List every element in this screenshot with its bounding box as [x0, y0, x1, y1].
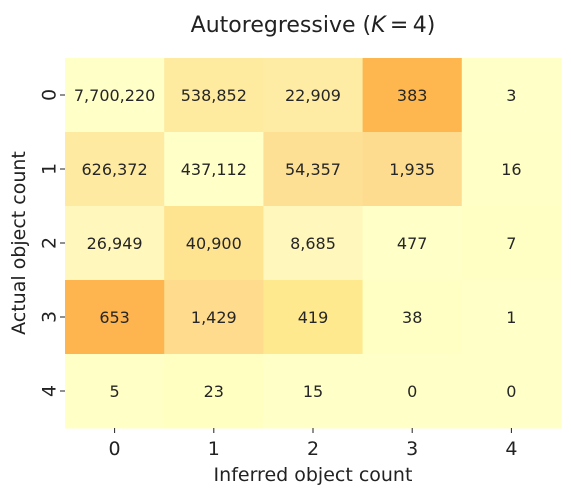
heatmap-cells: 7,700,220 538,852 22,909 383 3 626,372 437,112… [65, 58, 562, 429]
cell-value-label: 626,372 [82, 160, 148, 179]
cell-value-label: 5 [110, 382, 120, 401]
cell-value-label: 1,429 [191, 308, 237, 327]
cell-value-label: 38 [402, 308, 422, 327]
cell-value-label: 0 [407, 382, 417, 401]
chart-title: Autoregressive (K = 4) [191, 13, 436, 38]
cell-value-label: 419 [298, 308, 329, 327]
cell-value-label: 54,357 [285, 160, 341, 179]
cell-value-label: 1,935 [389, 160, 435, 179]
y-tick-label: 4 [39, 385, 61, 397]
cell-value-label: 22,909 [285, 86, 341, 105]
cell-value-label: 383 [397, 86, 428, 105]
cell-value-label: 653 [99, 308, 130, 327]
chart-title-prefix: Autoregressive ( [191, 13, 371, 38]
x-tick-label: 3 [406, 438, 418, 460]
y-tick-label: 0 [39, 89, 61, 101]
cell-value-label: 7 [506, 234, 516, 253]
x-axis: 0 1 2 3 4 [109, 428, 518, 460]
x-tick-label: 0 [109, 438, 121, 460]
cell-value-label: 15 [303, 382, 323, 401]
chart-title-suffix: = 4) [386, 13, 436, 38]
cell-value-label: 477 [397, 234, 428, 253]
cell-value-label: 26,949 [87, 234, 143, 253]
y-axis-label: Actual object count [8, 151, 30, 335]
cell-value-label: 3 [506, 86, 516, 105]
y-tick-label: 2 [39, 237, 61, 249]
cell-value-label: 16 [501, 160, 521, 179]
cell-value-label: 437,112 [181, 160, 247, 179]
y-tick-label: 3 [39, 311, 61, 323]
y-tick-label: 1 [39, 163, 61, 175]
x-tick-label: 2 [307, 438, 319, 460]
cell-value-label: 7,700,220 [74, 86, 155, 105]
cell-value-label: 23 [204, 382, 224, 401]
cell-value-label: 538,852 [181, 86, 247, 105]
x-tick-label: 4 [505, 438, 517, 460]
cell-value-label: 1 [506, 308, 516, 327]
y-axis: 0 1 2 3 4 [39, 89, 65, 397]
x-tick-label: 1 [208, 438, 220, 460]
x-axis-label: Inferred object count [214, 464, 413, 486]
cell-value-label: 8,685 [290, 234, 336, 253]
cell-value-label: 40,900 [186, 234, 242, 253]
cell-value-label: 0 [506, 382, 516, 401]
